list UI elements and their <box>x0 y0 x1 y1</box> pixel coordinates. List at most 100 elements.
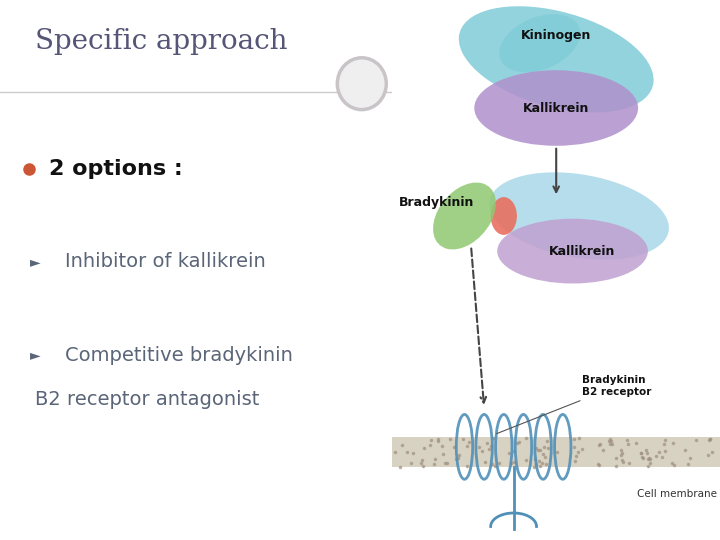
Text: ►: ► <box>30 348 40 362</box>
Ellipse shape <box>459 6 654 112</box>
Point <box>642 449 653 457</box>
Text: Kallikrein: Kallikrein <box>523 102 590 114</box>
Point <box>570 451 581 460</box>
Point <box>684 454 696 462</box>
Point <box>569 457 580 465</box>
Point <box>704 434 716 443</box>
Ellipse shape <box>491 197 517 235</box>
Point <box>483 445 495 454</box>
Point <box>401 447 413 456</box>
Point <box>668 460 680 469</box>
Point <box>593 441 605 449</box>
Point <box>635 449 647 457</box>
Point <box>481 439 492 448</box>
Point <box>615 450 626 459</box>
Text: Kininogen: Kininogen <box>521 29 591 42</box>
Point <box>577 445 588 454</box>
Point <box>511 439 523 448</box>
Point <box>521 456 532 464</box>
Point <box>479 457 490 466</box>
Point <box>616 456 628 464</box>
Point <box>394 462 405 471</box>
Point <box>530 460 541 468</box>
Point <box>451 455 462 463</box>
Point <box>436 442 448 451</box>
Ellipse shape <box>500 14 580 72</box>
Point <box>606 436 617 445</box>
Point <box>615 446 626 454</box>
Point <box>489 462 500 470</box>
Point <box>531 443 542 452</box>
Circle shape <box>337 58 387 110</box>
Point <box>493 458 505 467</box>
Text: Inhibitor of kallikrein: Inhibitor of kallikrein <box>65 252 266 272</box>
Point <box>635 448 647 457</box>
Text: B2 receptor antagonist: B2 receptor antagonist <box>35 390 260 409</box>
Point <box>702 451 714 460</box>
Point <box>439 459 451 468</box>
Ellipse shape <box>498 219 648 284</box>
Point <box>538 443 549 451</box>
Point <box>433 436 444 445</box>
Point <box>642 454 653 463</box>
Point <box>520 434 531 443</box>
Point <box>533 457 544 465</box>
Text: Bradykinin: Bradykinin <box>399 196 474 209</box>
Point <box>650 452 662 461</box>
Point <box>656 453 667 461</box>
Point <box>532 445 544 454</box>
Point <box>513 438 525 447</box>
Point <box>505 459 517 468</box>
Point <box>486 460 498 469</box>
Point <box>476 446 487 455</box>
Point <box>418 444 430 453</box>
Point <box>528 462 540 471</box>
Text: Competitive bradykinin: Competitive bradykinin <box>65 346 292 365</box>
Point <box>604 440 616 448</box>
FancyBboxPatch shape <box>392 437 720 467</box>
Point <box>389 448 400 456</box>
Point <box>541 460 552 468</box>
Point <box>679 446 690 455</box>
Point <box>428 460 440 468</box>
Point <box>703 436 715 445</box>
Point <box>658 440 670 448</box>
Point <box>536 458 547 467</box>
Point <box>433 435 444 443</box>
Text: Specific approach: Specific approach <box>35 29 288 56</box>
Point <box>408 448 419 457</box>
Point <box>621 435 633 444</box>
Point <box>461 441 472 450</box>
Point <box>461 462 472 471</box>
Point <box>503 448 514 457</box>
Ellipse shape <box>490 172 669 260</box>
Point <box>660 446 671 455</box>
Point <box>541 436 552 445</box>
Text: ►: ► <box>30 255 40 269</box>
Point <box>705 435 716 443</box>
Point <box>611 462 622 471</box>
Point <box>444 435 456 444</box>
Point <box>666 459 678 468</box>
Text: Kallikrein: Kallikrein <box>549 245 616 258</box>
Point <box>551 448 562 456</box>
Point <box>624 459 635 468</box>
Point <box>660 436 671 444</box>
Point <box>595 440 606 449</box>
Point <box>706 448 718 457</box>
Point <box>424 441 436 449</box>
Point <box>568 434 580 443</box>
Point <box>487 434 498 443</box>
Point <box>618 458 629 467</box>
Text: Bradykinin
B2 receptor: Bradykinin B2 receptor <box>497 375 652 434</box>
Point <box>474 443 485 452</box>
Point <box>603 437 615 445</box>
Point <box>631 438 642 447</box>
Point <box>593 460 605 469</box>
Point <box>418 462 429 470</box>
Point <box>508 447 520 455</box>
Point <box>415 459 427 468</box>
Point <box>537 450 549 458</box>
Point <box>449 443 460 451</box>
Point <box>605 435 616 444</box>
